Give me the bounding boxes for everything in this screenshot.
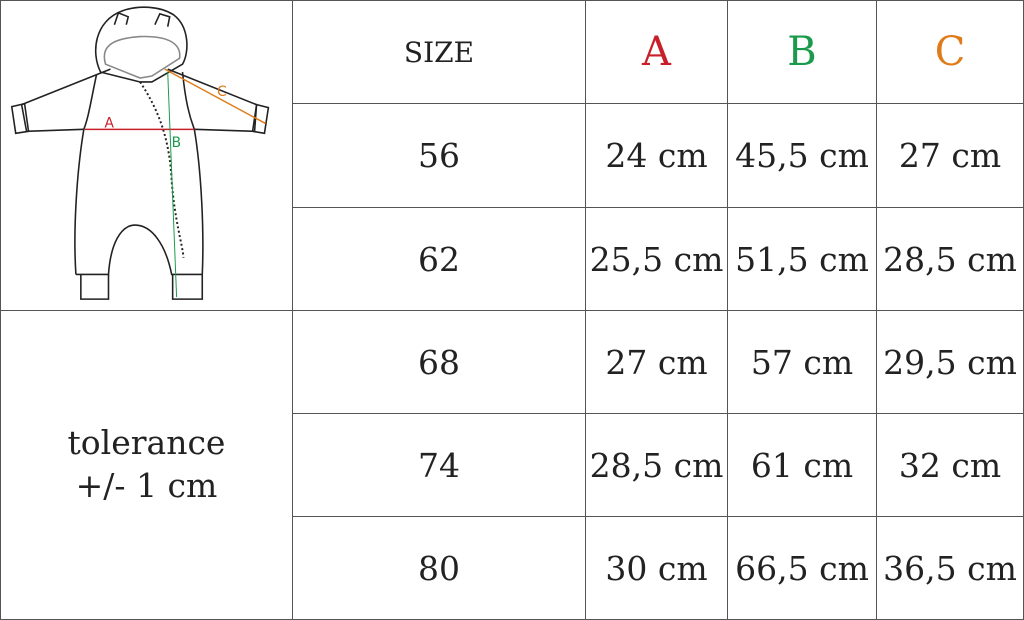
a-cell: 25,5 cm <box>585 207 728 311</box>
a-cell: 28,5 cm <box>585 413 728 517</box>
c-cell: 32 cm <box>876 413 1024 517</box>
tolerance-cell: tolerance +/- 1 cm <box>0 310 293 620</box>
label-a: A <box>105 115 115 131</box>
a-cell: 30 cm <box>585 516 728 620</box>
header-row: A B C SIZE A B C <box>0 0 1024 311</box>
label-b: B <box>172 135 181 151</box>
table-row: 56 24 cm 45,5 cm 27 cm <box>1 103 1024 208</box>
size-cell: 56 <box>292 103 586 208</box>
size-cell: 62 <box>292 207 586 311</box>
c-cell: 27 cm <box>876 103 1024 208</box>
header-size: SIZE <box>292 0 586 104</box>
label-c: C <box>217 83 227 99</box>
c-cell: 29,5 cm <box>876 310 1024 414</box>
b-cell: 57 cm <box>727 310 877 414</box>
garment-illustration-cell: A B C <box>0 0 293 311</box>
a-cell: 27 cm <box>585 310 728 414</box>
b-cell: 51,5 cm <box>727 207 877 311</box>
table-row: 62 25,5 cm 51,5 cm 28,5 cm <box>1 207 1024 311</box>
size-cell: 74 <box>292 413 586 517</box>
a-cell: 24 cm <box>585 103 728 208</box>
baby-onesie-diagram-icon: A B C <box>10 5 270 300</box>
header-b: B <box>727 0 877 104</box>
b-cell: 66,5 cm <box>727 516 877 620</box>
c-cell: 36,5 cm <box>876 516 1024 620</box>
table-row: tolerance +/- 1 cm 68 27 cm 57 cm 29,5 c… <box>0 310 1024 620</box>
c-cell: 28,5 cm <box>876 207 1024 311</box>
header-a: A <box>585 0 728 104</box>
b-cell: 61 cm <box>727 413 877 517</box>
tolerance-line2: +/- 1 cm <box>75 466 218 505</box>
size-cell: 68 <box>292 310 586 414</box>
header-c: C <box>876 0 1024 104</box>
tolerance-line1: tolerance <box>67 423 226 463</box>
table-row: 80 30 cm 66,5 cm 36,5 cm <box>1 516 1024 620</box>
size-cell: 80 <box>292 516 586 620</box>
b-cell: 45,5 cm <box>727 103 877 208</box>
